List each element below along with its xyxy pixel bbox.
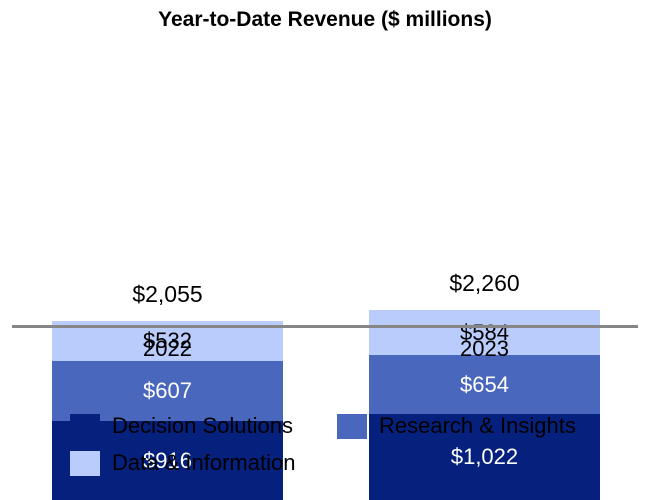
bar-segment-value-label: $916	[143, 447, 192, 473]
bar-total-label-2023: $2,260	[449, 270, 520, 296]
bar-total-label-2022: $2,055	[132, 281, 203, 307]
bar-segment-value-label: $532	[143, 328, 192, 353]
x-axis-tick-label-2022: 2022	[143, 336, 192, 361]
bar-segment-value-label: $1,022	[450, 444, 519, 469]
legend-item-research-and-insights[interactable]: Research & Insights	[337, 413, 576, 439]
bar-segment-2023-decision-solutions[interactable]: $1,022	[369, 414, 600, 500]
legend-item-data-and-information[interactable]: Data & Information	[70, 450, 295, 476]
bar-segment-2023-data-and-information[interactable]: $584	[369, 310, 600, 355]
chart-title: Year-to-Date Revenue ($ millions)	[158, 8, 492, 31]
bar-stack-2023: $584 $654 $1,022	[369, 310, 600, 500]
bar-segment-value-label: $654	[460, 371, 509, 397]
bar-segment-2023-research-and-insights[interactable]: $654	[369, 355, 600, 414]
legend-item-label: Data & Information	[112, 450, 296, 475]
legend-swatch-icon	[70, 450, 100, 476]
x-axis-line	[12, 325, 638, 328]
legend-item-label: Research & Insights	[379, 413, 576, 438]
legend-item-decision-solutions[interactable]: Decision Solutions	[70, 413, 293, 439]
legend-swatch-icon	[337, 413, 367, 439]
legend-item-label: Decision Solutions	[112, 413, 293, 438]
bar-segment-2022-research-and-insights[interactable]: $607	[52, 361, 283, 421]
legend-swatch-icon	[70, 413, 100, 439]
bar-segment-value-label: $607	[143, 378, 192, 403]
bar-group-2023[interactable]: $2,260 $584 $654 $1,022	[369, 175, 600, 500]
chart-legend: Decision Solutions Research & Insights D…	[0, 404, 650, 500]
bar-stack-2022: $532 $607 $916	[52, 321, 283, 500]
bar-group-2022[interactable]: $2,055 $532 $607 $916	[52, 175, 283, 500]
x-axis-tick-label-2023: 2023	[460, 336, 509, 361]
